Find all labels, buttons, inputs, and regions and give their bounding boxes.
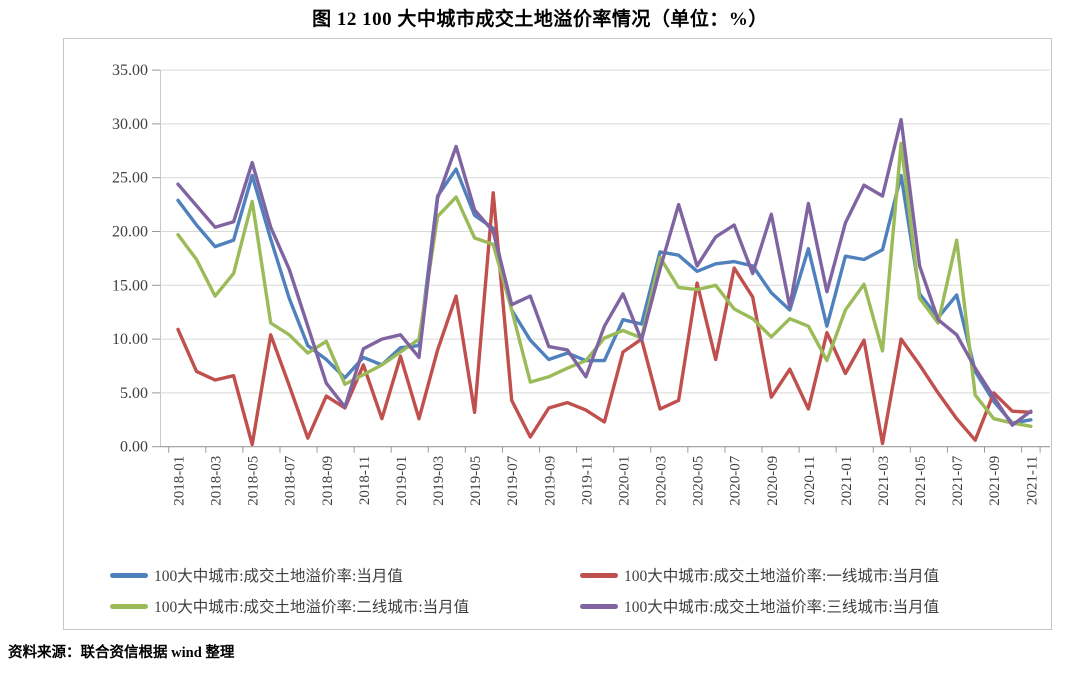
legend-label: 100大中城市:成交土地溢价率:三线城市:当月值: [624, 599, 940, 616]
svg-text:2021-01: 2021-01: [839, 456, 855, 506]
svg-text:2019-09: 2019-09: [542, 456, 558, 506]
svg-text:2020-09: 2020-09: [765, 456, 781, 506]
source-note: 资料来源：联合资信根据 wind 整理: [8, 645, 235, 661]
legend-item-tier3-cities: 100大中城市:成交土地溢价率:三线城市:当月值: [580, 595, 939, 617]
svg-text:2020-01: 2020-01: [616, 456, 632, 506]
svg-text:2020-05: 2020-05: [691, 456, 707, 506]
svg-text:2021-03: 2021-03: [876, 456, 892, 506]
svg-text:2020-03: 2020-03: [654, 456, 670, 506]
svg-text:2019-05: 2019-05: [468, 456, 484, 506]
svg-text:2018-07: 2018-07: [283, 455, 299, 505]
legend-line-swatch-green: [110, 603, 148, 609]
legend-line-swatch-purple: [580, 603, 618, 609]
svg-text:2019-07: 2019-07: [505, 455, 521, 505]
chart-title: 图 12 100 大中城市成交土地溢价率情况（单位：%）: [312, 9, 768, 30]
svg-text:30.00: 30.00: [112, 116, 148, 133]
svg-text:25.00: 25.00: [112, 170, 148, 187]
svg-text:5.00: 5.00: [120, 385, 148, 402]
legend-label: 100大中城市:成交土地溢价率:当月值: [154, 568, 403, 585]
svg-text:2018-01: 2018-01: [172, 456, 188, 506]
legend-item-tier2-cities: 100大中城市:成交土地溢价率:二线城市:当月值: [110, 595, 469, 617]
legend-label: 100大中城市:成交土地溢价率:二线城市:当月值: [154, 599, 470, 616]
svg-text:2020-11: 2020-11: [802, 456, 818, 505]
legend-line-swatch-blue: [110, 572, 148, 578]
legend-item-all-cities: 100大中城市:成交土地溢价率:当月值: [110, 564, 403, 586]
svg-text:2018-05: 2018-05: [246, 456, 262, 506]
svg-text:35.00: 35.00: [112, 62, 148, 79]
x-axis-ticks: [168, 446, 1041, 453]
legend-label: 100大中城市:成交土地溢价率:一线城市:当月值: [624, 568, 940, 585]
series-line-0: [176, 167, 1033, 425]
svg-text:2021-09: 2021-09: [987, 456, 1003, 506]
svg-text:2021-11: 2021-11: [1024, 456, 1040, 505]
legend-line-swatch-red: [580, 572, 618, 578]
series-line-1: [176, 191, 1033, 447]
svg-text:0.00: 0.00: [120, 439, 148, 456]
legend-item-tier1-cities: 100大中城市:成交土地溢价率:一线城市:当月值: [580, 564, 939, 586]
svg-text:2018-11: 2018-11: [357, 456, 373, 505]
chart-legend: 100大中城市:成交土地溢价率:当月值 100大中城市:成交土地溢价率:一线城市…: [63, 556, 1052, 622]
svg-text:2021-07: 2021-07: [950, 455, 966, 505]
svg-text:2018-09: 2018-09: [320, 456, 336, 506]
svg-text:2019-03: 2019-03: [431, 456, 447, 506]
series-line-2: [176, 141, 1033, 428]
y-axis-labels: 0.00 5.00 10.00 15.00 20.00 25.00 30.00 35.00: [112, 62, 148, 456]
chart-border-box: [63, 38, 1052, 630]
series-line-3: [176, 117, 1033, 427]
svg-text:10.00: 10.00: [112, 331, 148, 348]
svg-text:2019-11: 2019-11: [579, 456, 595, 505]
svg-text:15.00: 15.00: [112, 277, 148, 294]
x-axis-labels: 2018-01 2018-03 2018-05 2018-07 2018-09 2018-…: [172, 455, 1041, 505]
svg-text:20.00: 20.00: [112, 224, 148, 241]
svg-text:2019-01: 2019-01: [394, 456, 410, 506]
svg-text:2020-07: 2020-07: [728, 455, 744, 505]
svg-text:2018-03: 2018-03: [209, 456, 225, 506]
svg-text:2021-05: 2021-05: [913, 456, 929, 506]
